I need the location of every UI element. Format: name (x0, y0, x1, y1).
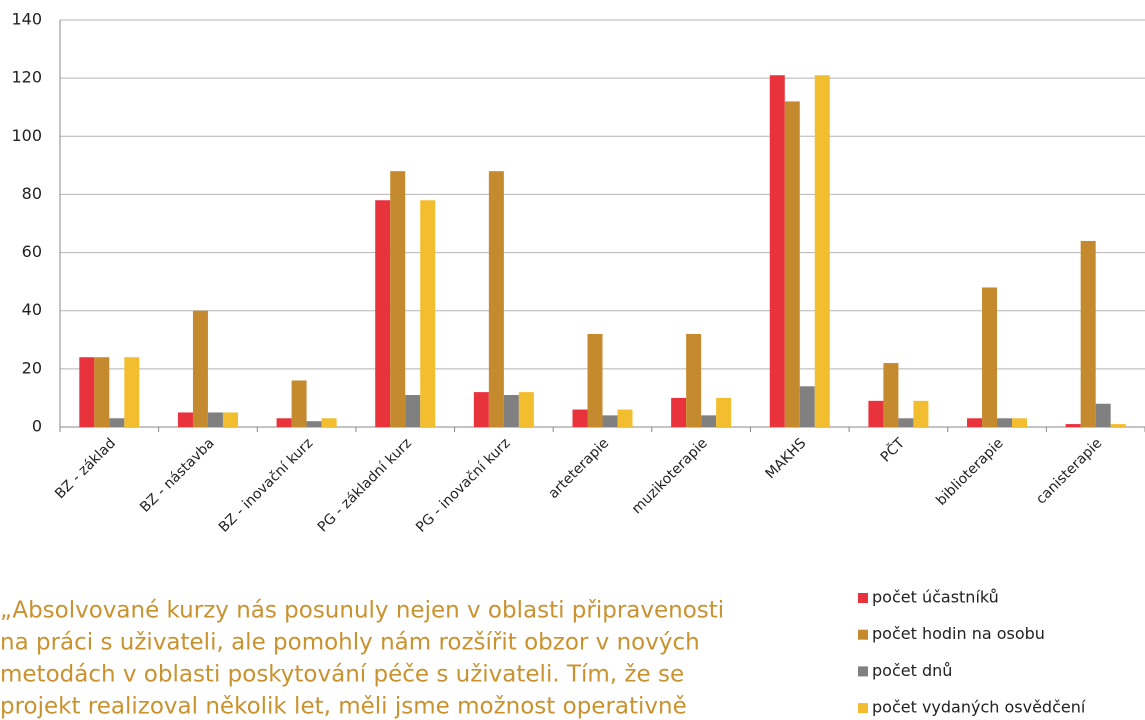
bar (222, 412, 238, 427)
bar (276, 418, 292, 427)
legend-swatch (858, 629, 868, 640)
bar (671, 397, 687, 427)
quote-line: na práci s uživateli, ale pomohly nám ro… (0, 630, 700, 656)
x-tick-label: muzikoterapie (629, 435, 711, 517)
bar (306, 421, 322, 427)
y-tick-label: 140 (11, 10, 42, 29)
x-tick-label: PG - inovační kurz (413, 435, 513, 535)
bar (94, 357, 110, 427)
bar (799, 386, 815, 427)
bar (883, 363, 899, 427)
x-tick-label: PČT (876, 434, 908, 466)
bar (814, 75, 830, 427)
bar (784, 101, 800, 428)
legend-label: počet hodin na osobu (872, 624, 1045, 643)
bar (769, 75, 785, 427)
bar (913, 400, 929, 427)
bar (686, 333, 702, 427)
bar (997, 418, 1013, 427)
legend-label: počet vydaných osvědčení (872, 698, 1086, 717)
legend-swatch (858, 593, 868, 603)
y-tick-label: 0 (32, 417, 42, 436)
x-tick-label: MAKHS (763, 435, 810, 482)
bar (405, 395, 421, 427)
x-tick-label: BZ - základ (52, 435, 119, 502)
bar (177, 412, 193, 427)
bar (868, 400, 884, 427)
bar (1080, 240, 1096, 427)
bar (716, 397, 732, 427)
quote-line: projekt realizoval několik let, měli jsm… (0, 694, 687, 720)
x-tick-label: PG - základní kurz (315, 435, 415, 535)
bar (701, 415, 717, 427)
x-tick-label: BZ - inovační kurz (216, 435, 316, 535)
x-tick-label: BZ - nástavba (137, 435, 217, 515)
bar (1065, 424, 1081, 427)
bar (207, 412, 223, 427)
bar (1012, 418, 1028, 427)
bar (321, 418, 337, 427)
quote-line: „Absolvované kurzy nás posunuly nejen v … (0, 598, 724, 624)
bar (898, 418, 914, 427)
bar (1095, 403, 1111, 427)
x-tick-label: arteterapie (546, 435, 613, 502)
x-tick-label: canisterapie (1033, 435, 1105, 507)
bar (982, 287, 998, 427)
legend-swatch (858, 666, 868, 677)
bar (488, 171, 504, 427)
bar (79, 357, 95, 427)
legend-swatch (858, 703, 868, 714)
bar (291, 380, 307, 427)
bar (572, 409, 588, 427)
y-tick-label: 100 (11, 126, 42, 145)
x-tick-label: biblioterapie (933, 435, 1006, 508)
bar (192, 310, 208, 427)
bar (602, 415, 618, 427)
y-tick-label: 60 (22, 242, 42, 261)
bar (473, 392, 489, 427)
bar (1110, 424, 1126, 427)
y-tick-label: 80 (22, 184, 42, 203)
bar (420, 200, 436, 427)
bar (503, 395, 519, 427)
y-tick-label: 120 (11, 68, 42, 87)
bar (587, 333, 603, 427)
legend-label: počet účastníků (872, 588, 999, 607)
bar (617, 409, 633, 427)
bar (518, 392, 534, 427)
y-tick-label: 40 (22, 300, 42, 319)
bar (375, 200, 391, 427)
bar (967, 418, 983, 427)
bar (124, 357, 140, 427)
legend-label: počet dnů (872, 661, 952, 680)
bar (109, 418, 125, 427)
y-tick-label: 20 (22, 358, 42, 377)
bar (390, 171, 406, 427)
quote-line: metodách v oblasti poskytování péče s už… (0, 662, 684, 688)
